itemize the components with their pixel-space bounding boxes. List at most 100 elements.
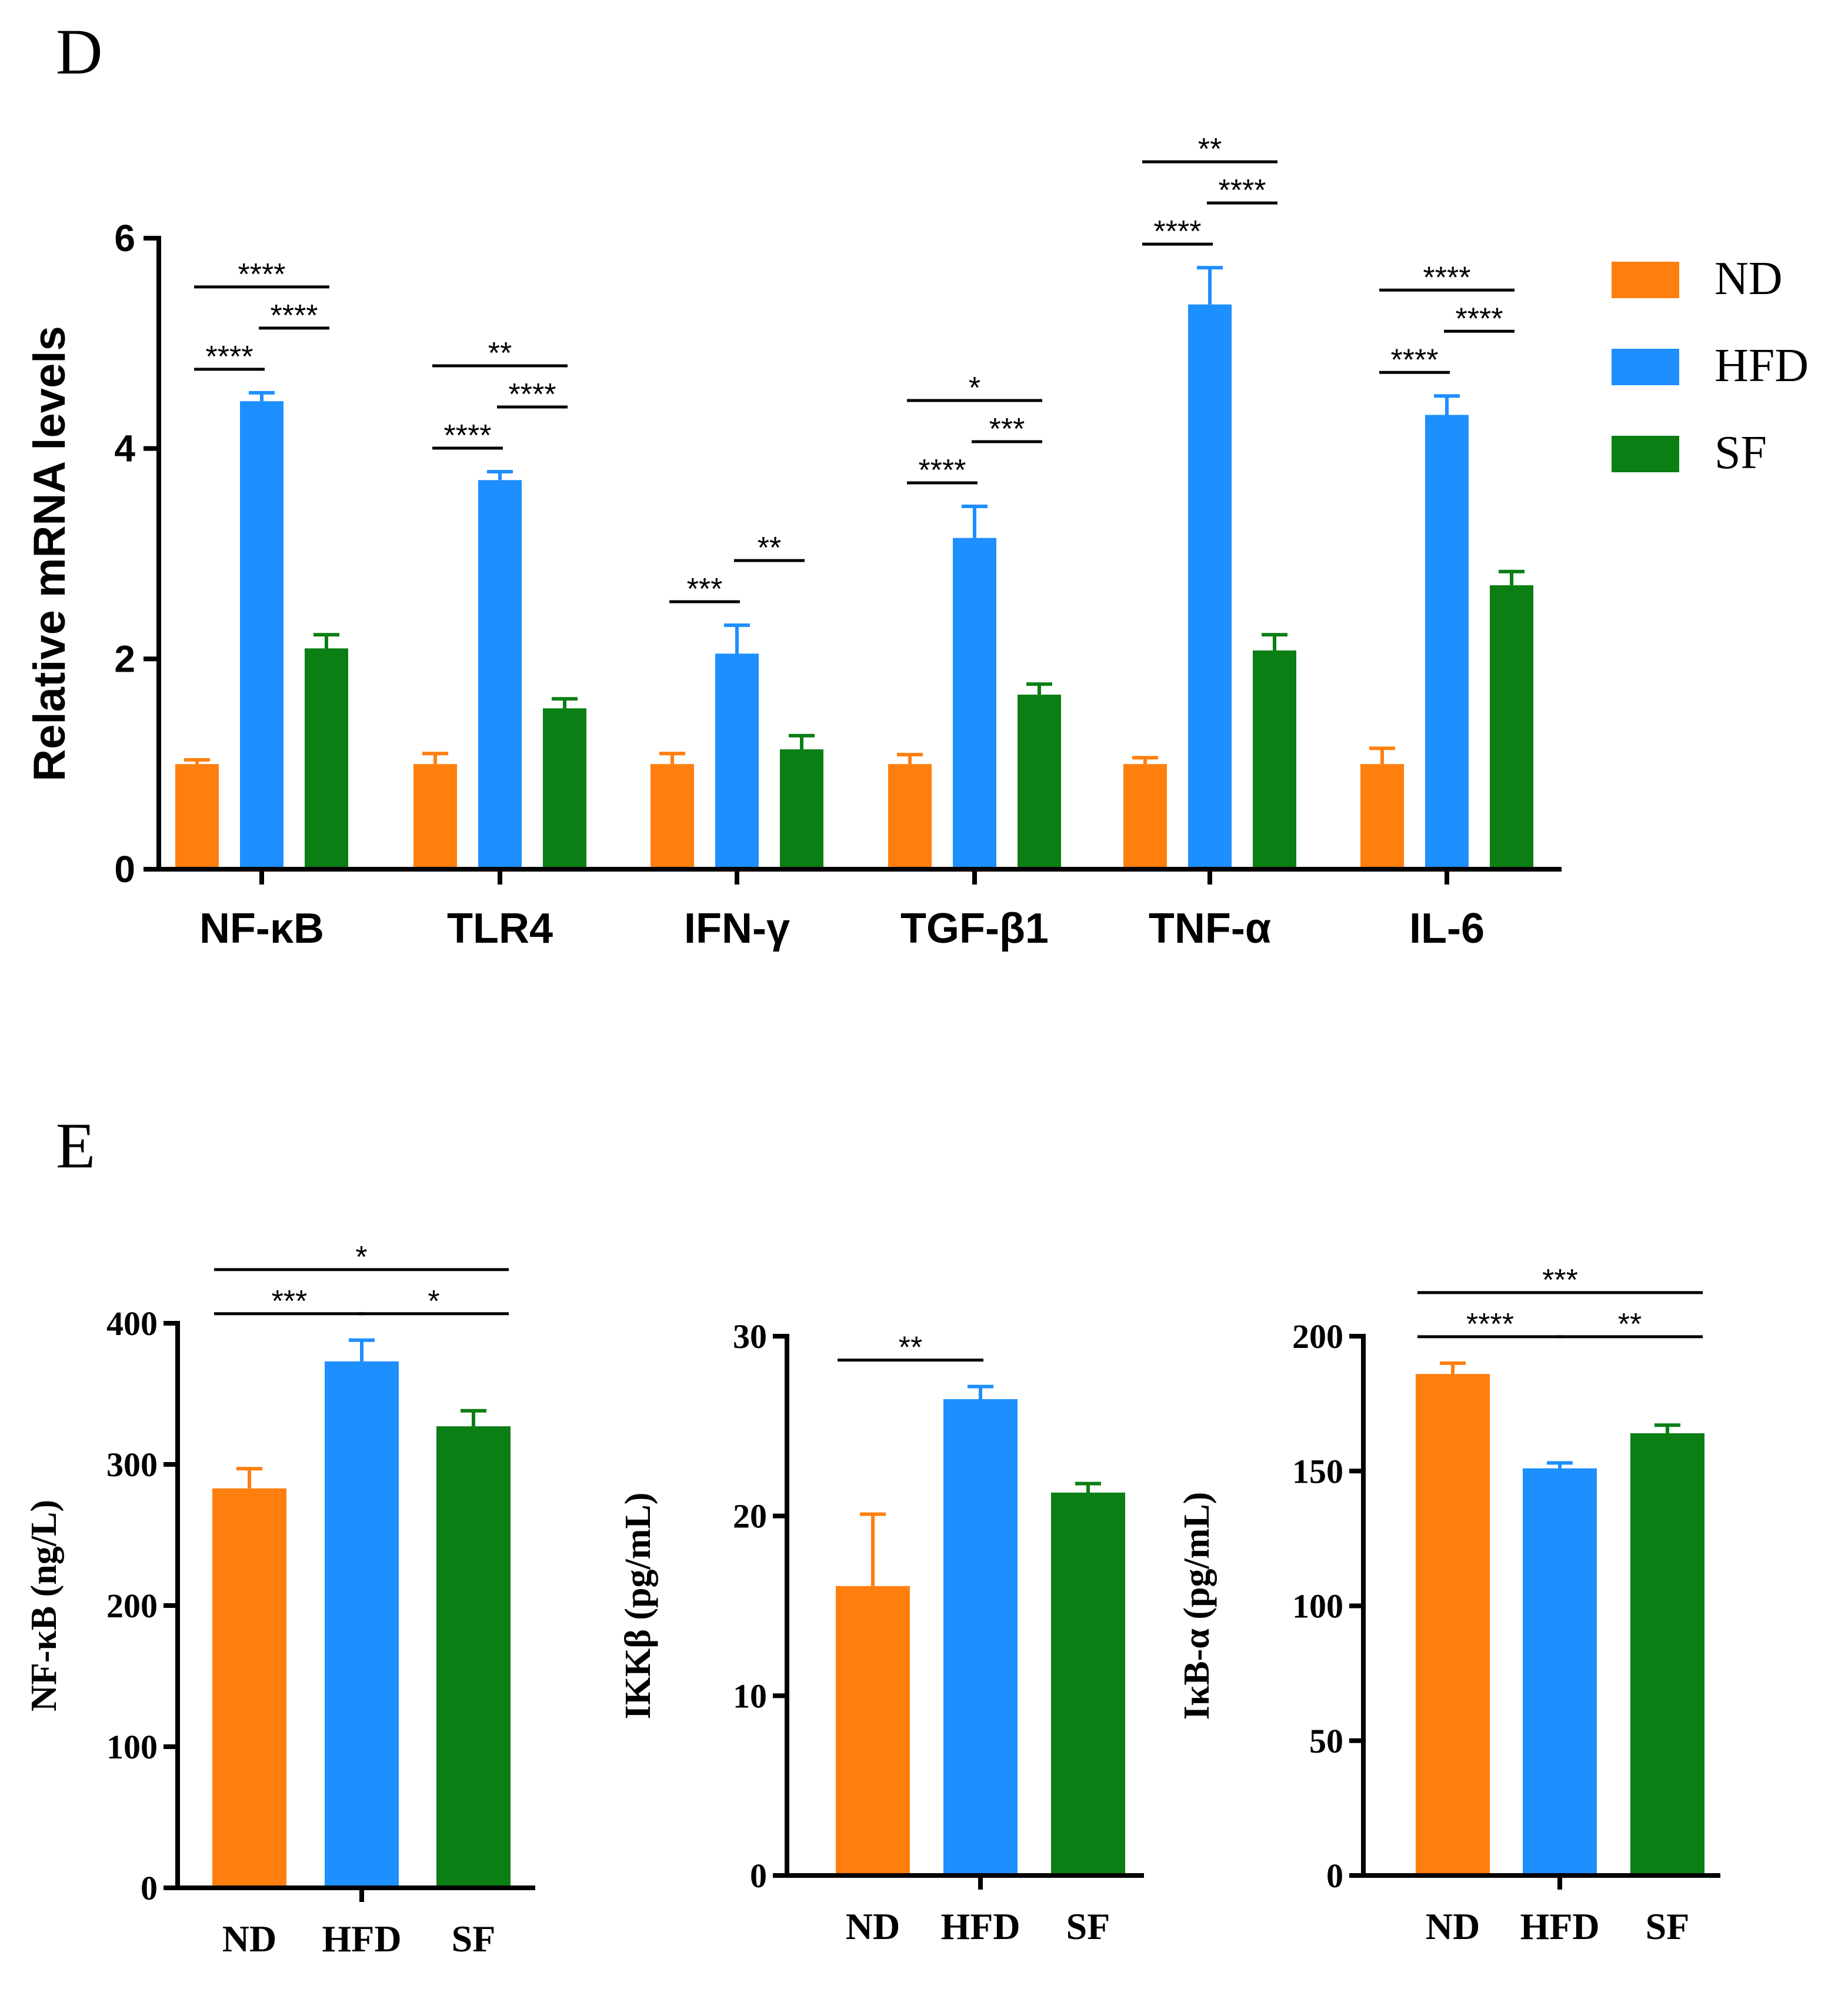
e3-y-tick-label-0: 0 — [1326, 1857, 1343, 1895]
e2-y-tick-label-0: 0 — [750, 1857, 767, 1895]
sig-d-tgf-1-9-label: *** — [989, 412, 1025, 446]
x-tick-label-nf-b: NF-κB — [199, 905, 324, 952]
e3-x-tick-label-hfd: HFD — [1520, 1905, 1599, 1947]
e2-bar-hfd — [943, 1399, 1018, 1875]
x-tick-label-ifn: IFN-γ — [684, 905, 790, 952]
e3-bar-nd — [1416, 1374, 1490, 1875]
sig-d-tlr4-3-label: **** — [444, 419, 492, 453]
sig-d-ifn-7-label: ** — [758, 531, 781, 565]
x-tick-label-il-6: IL-6 — [1409, 905, 1485, 952]
sig-d-tlr4-4-label: **** — [509, 378, 556, 412]
e2-y-tick-label-30: 30 — [733, 1317, 767, 1356]
e3-y-tick-label-100: 100 — [1292, 1587, 1343, 1626]
sig-d-tlr4-5-label: ** — [488, 336, 512, 371]
legend-swatch-nd — [1612, 262, 1679, 298]
bar-tgf-1-hfd — [953, 538, 996, 869]
bar-nf-b-sf — [305, 648, 348, 869]
e1-y-tick-label-200: 200 — [106, 1587, 158, 1625]
e2-x-tick-label-hfd: HFD — [940, 1905, 1020, 1947]
legend-label-hfd: HFD — [1714, 340, 1809, 392]
x-tick-label-tlr4: TLR4 — [447, 905, 553, 952]
bar-tgf-1-sf — [1018, 695, 1061, 869]
e1-sig-1-label: * — [428, 1284, 439, 1319]
y-tick-label-4: 4 — [114, 428, 135, 470]
e3-y-tick-label-200: 200 — [1292, 1317, 1343, 1356]
bar-tnf-nd — [1123, 764, 1167, 869]
legend-swatch-hfd — [1612, 349, 1679, 385]
e2-y-tick-label-10: 10 — [733, 1677, 767, 1715]
e1-x-tick-label-nd: ND — [222, 1918, 276, 1960]
bar-il-6-hfd — [1425, 415, 1469, 869]
e2-bar-nd — [836, 1586, 910, 1875]
e1-x-tick-label-sf: SF — [452, 1918, 496, 1960]
bar-tgf-1-nd — [888, 764, 932, 869]
panel-label-d: D — [56, 16, 102, 88]
e2-y-axis-label: IKKβ (pg/mL) — [618, 1493, 658, 1720]
chart-d-mrna-levels: 0 2 4 6 Relative mRNA levels NF-κB TLR4 IFN-γ TG… — [25, 132, 1809, 952]
e3-sig-0-label: **** — [1466, 1307, 1514, 1341]
sig-d-nf-b-1-label: **** — [271, 299, 318, 333]
e1-y-tick-label-300: 300 — [106, 1446, 158, 1484]
e3-y-tick-label-50: 50 — [1309, 1722, 1343, 1760]
sig-d-ifn-6-label: *** — [687, 572, 723, 606]
e2-x-tick-label-sf: SF — [1066, 1905, 1110, 1947]
e2-sig-0-label: ** — [899, 1331, 922, 1365]
e1-y-tick-label-400: 400 — [106, 1304, 158, 1343]
e2-y-tick-label-20: 20 — [733, 1497, 767, 1536]
panel-label-e: E — [56, 1110, 95, 1182]
sig-d-nf-b-2-label: **** — [238, 258, 286, 292]
bar-tlr4-nd — [413, 764, 457, 869]
sig-d-il-6-16-label: **** — [1423, 261, 1471, 295]
bar-tnf-hfd — [1188, 304, 1232, 869]
e2-bar-sf — [1051, 1492, 1125, 1875]
e3-y-tick-label-150: 150 — [1292, 1452, 1343, 1490]
sig-d-tnf-11-label: **** — [1154, 215, 1202, 249]
e3-bar-hfd — [1523, 1468, 1597, 1875]
e1-bar-nd — [212, 1488, 286, 1888]
e3-x-tick-label-nd: ND — [1426, 1905, 1480, 1947]
chart-e-ikkb: 0 10 20 30 IKKβ (pg/mL) ND HFD SF ** — [618, 1317, 1144, 1947]
e3-x-tick-label-sf: SF — [1646, 1905, 1690, 1947]
e3-sig-2-label: *** — [1542, 1263, 1578, 1297]
y-axis-label: Relative mRNA levels — [25, 326, 75, 781]
sig-d-tnf-13-label: ** — [1198, 132, 1222, 166]
bar-tlr4-sf — [543, 708, 586, 869]
bar-nf-b-nd — [175, 764, 219, 869]
e3-sig-1-label: ** — [1618, 1307, 1642, 1341]
sig-d-nf-b-0-label: **** — [206, 340, 253, 374]
bar-tnf-sf — [1253, 650, 1296, 869]
bar-il-6-nd — [1360, 764, 1404, 869]
x-tick-label-tnf: TNF-α — [1149, 905, 1271, 952]
bar-il-6-sf — [1490, 585, 1533, 869]
e1-sig-0-label: *** — [272, 1284, 308, 1319]
e1-y-axis-label: NF-κB (ng/L) — [24, 1500, 64, 1711]
sig-d-tgf-1-10-label: * — [969, 371, 980, 405]
bar-nf-b-hfd — [240, 401, 283, 869]
e1-x-tick-label-hfd: HFD — [322, 1918, 401, 1960]
legend-label-sf: SF — [1714, 427, 1767, 479]
e1-sig-2-label: * — [355, 1240, 367, 1274]
sig-d-tgf-1-8-label: **** — [919, 453, 966, 488]
e3-bar-sf — [1630, 1433, 1704, 1875]
y-tick-label-0: 0 — [114, 848, 135, 890]
sig-d-il-6-14-label: **** — [1391, 343, 1439, 377]
e1-y-tick-label-0: 0 — [141, 1869, 158, 1907]
legend-label-nd: ND — [1714, 253, 1783, 305]
bar-tlr4-hfd — [478, 480, 522, 869]
legend-swatch-sf — [1612, 436, 1679, 472]
e3-y-axis-label: IκB-α (pg/mL) — [1177, 1492, 1217, 1720]
legend: ND HFD SF — [1612, 253, 1809, 479]
bar-ifn-nd — [651, 764, 694, 869]
e2-x-tick-label-nd: ND — [846, 1905, 900, 1947]
sig-d-tnf-12-label: **** — [1219, 173, 1266, 208]
x-tick-label-tgf-1: TGF-β1 — [900, 905, 1049, 952]
e1-bar-hfd — [325, 1361, 399, 1888]
e1-bar-sf — [436, 1426, 511, 1888]
sig-d-il-6-15-label: **** — [1456, 302, 1503, 336]
e1-y-tick-label-100: 100 — [106, 1728, 158, 1766]
bar-ifn-sf — [780, 749, 823, 869]
y-tick-label-2: 2 — [114, 638, 135, 680]
